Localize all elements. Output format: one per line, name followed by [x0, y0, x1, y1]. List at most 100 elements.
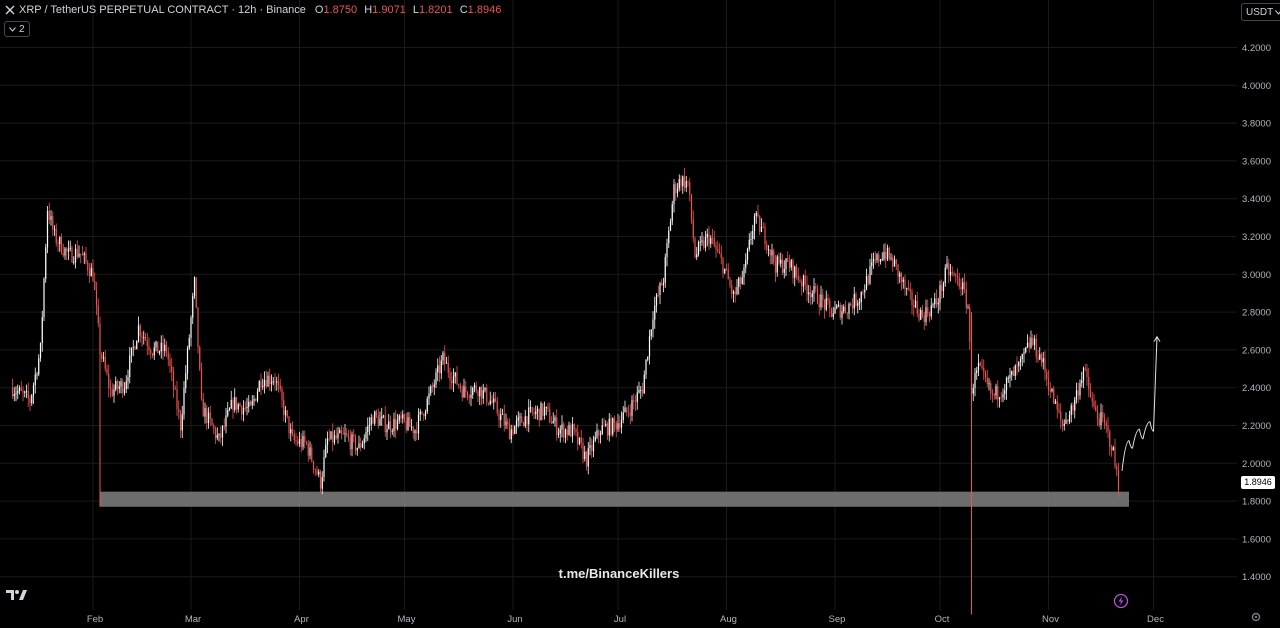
indicators-toggle-button[interactable]: 2: [4, 21, 30, 37]
candle-body: [948, 263, 950, 276]
candle-body: [573, 424, 575, 430]
candle-body: [69, 247, 71, 249]
candle-body: [241, 406, 243, 415]
candle-body: [81, 254, 84, 256]
candle-body: [857, 303, 859, 306]
candle-body: [216, 435, 218, 439]
candle-body: [94, 280, 96, 291]
candle-body: [624, 407, 626, 413]
candle-body: [981, 365, 983, 368]
price-axis[interactable]: 4.2000 4.0000 3.8000 3.6000 3.4000 3.2000 3.00…: [1242, 43, 1271, 583]
candle-body: [524, 416, 526, 427]
candle-body: [239, 404, 241, 407]
gear-icon[interactable]: [1250, 611, 1262, 623]
candle-body: [596, 430, 598, 438]
lightning-icon[interactable]: [1113, 593, 1129, 609]
candle-body: [692, 219, 694, 239]
candle-body: [731, 285, 733, 294]
candle-body: [125, 381, 127, 389]
candle-body: [1018, 362, 1020, 367]
candle-body: [655, 294, 658, 306]
candle-body: [601, 425, 603, 435]
candle-body: [1046, 372, 1048, 379]
candle-body: [398, 415, 400, 421]
candle-body: [423, 413, 425, 417]
candle-body: [606, 423, 609, 436]
symbol-title[interactable]: XRP / TetherUS PERPETUAL CONTRACT · 12h …: [19, 4, 306, 16]
candle-body: [900, 273, 903, 282]
watermark-text: t.me/BinanceKillers: [558, 566, 680, 581]
candle-body: [225, 415, 227, 427]
candle-body: [342, 433, 344, 435]
candle-body: [1009, 374, 1011, 378]
candle-body: [444, 352, 446, 364]
candle-body: [90, 267, 92, 277]
candle-body: [155, 341, 157, 348]
candle-body: [332, 431, 334, 443]
candle-body: [18, 387, 21, 391]
candle-body: [151, 353, 154, 356]
support-zone-rect: [100, 491, 1129, 507]
candle-body: [718, 251, 721, 254]
candle-body: [1023, 352, 1025, 354]
candle-body: [876, 254, 878, 261]
candle-body: [1084, 368, 1086, 370]
candle-body: [326, 438, 329, 445]
candle-body: [603, 425, 605, 427]
candle-body: [578, 437, 581, 445]
candle-body: [403, 414, 406, 421]
candle-body: [1051, 388, 1053, 392]
time-axis[interactable]: Feb Mar Apr May Jun Jul Aug Sep Oct Nov Dec: [87, 614, 1164, 625]
candle-body: [11, 387, 14, 397]
candle-body: [1089, 388, 1092, 398]
candle-body: [1068, 415, 1071, 422]
tradingview-logo-icon[interactable]: [6, 588, 28, 602]
candle-body: [878, 254, 880, 262]
candle-body: [347, 435, 350, 438]
candle-body: [218, 433, 220, 436]
candle-body: [258, 381, 260, 392]
candle-body: [1067, 419, 1069, 422]
currency-button[interactable]: USDT: [1241, 3, 1280, 21]
price-tick-label: 1.6000: [1242, 534, 1271, 545]
candle-body: [356, 447, 358, 451]
candle-body: [552, 421, 554, 424]
candle-body: [916, 300, 918, 314]
candle-body: [717, 249, 719, 252]
candle-body: [914, 300, 917, 308]
candle-body: [501, 413, 504, 415]
candle-body: [134, 346, 136, 350]
candle-body: [872, 259, 875, 263]
candle-body: [589, 444, 591, 449]
price-tick-label: 1.4000: [1242, 572, 1271, 583]
candle-body: [647, 356, 649, 360]
candle-body: [1002, 393, 1004, 398]
candle-body: [654, 305, 656, 320]
candle-body: [510, 429, 512, 440]
candle-body: [50, 216, 52, 220]
candle-body: [375, 411, 378, 416]
candle-body: [279, 385, 281, 389]
candle-body: [678, 179, 680, 189]
candle-body: [801, 281, 803, 287]
price-tick-label: 3.4000: [1242, 194, 1271, 205]
candle-body: [774, 261, 777, 273]
candle-body: [1056, 401, 1058, 410]
candle-body: [57, 243, 59, 245]
candle-body: [944, 267, 946, 284]
candle-body: [615, 423, 617, 430]
candle-body: [664, 257, 666, 283]
candle-body: [521, 416, 523, 423]
candle-body: [844, 306, 847, 313]
candle-body: [853, 293, 855, 309]
candle-body: [694, 238, 696, 258]
candle-body: [269, 375, 271, 384]
candle-body: [234, 397, 236, 411]
candle-body: [934, 298, 936, 305]
candle-body: [594, 437, 596, 441]
candle-body: [330, 431, 332, 439]
candle-body: [435, 372, 437, 385]
candle-body: [500, 414, 502, 421]
long-wick-lines: [99, 312, 972, 615]
